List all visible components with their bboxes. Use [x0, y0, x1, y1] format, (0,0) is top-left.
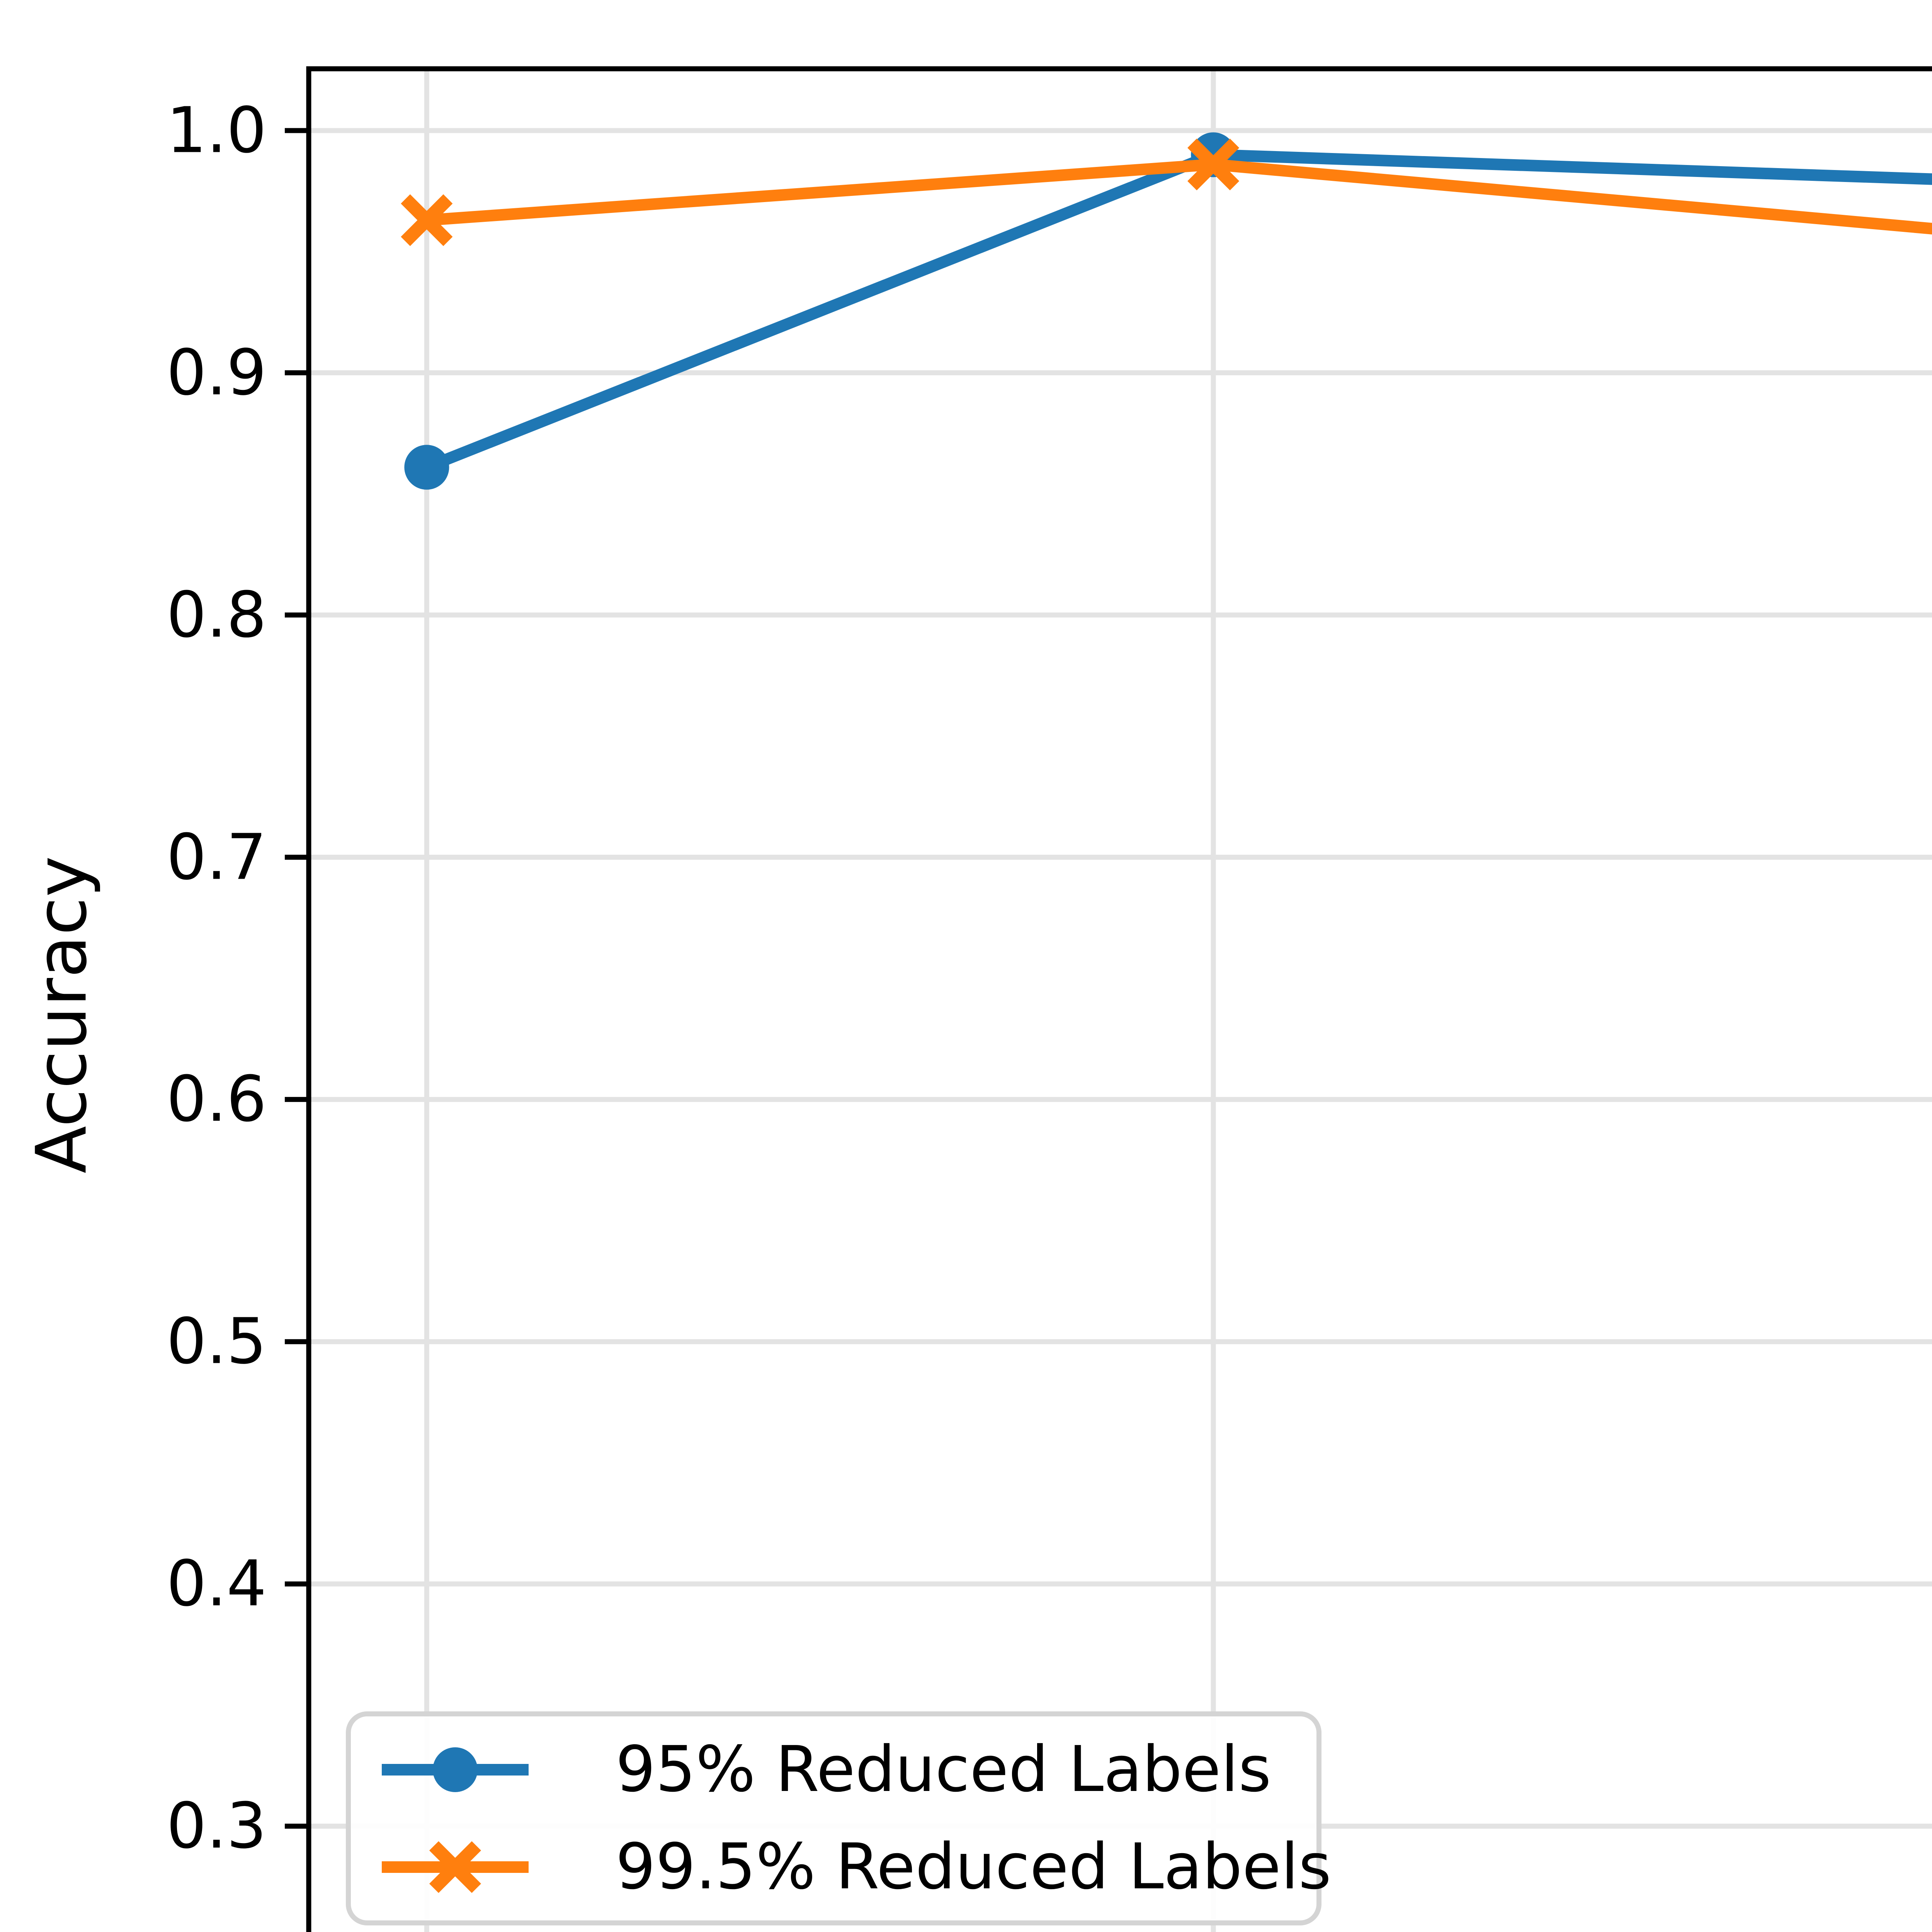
legend: 95% Reduced Labels 99.5% Reduced Labels: [346, 1711, 1331, 1925]
legend-entry: 99.5% Reduced Labels: [374, 1832, 1331, 1902]
y-tick-label: 0.4: [166, 1547, 267, 1621]
y-tick-label: 0.5: [166, 1305, 267, 1378]
data-point-x: [1187, 138, 1240, 190]
legend-marker-x-icon: [382, 1841, 529, 1893]
series-line: [426, 158, 1932, 235]
legend-marker-circle-icon: [382, 1747, 529, 1792]
y-axis-title: Accuracy: [21, 856, 102, 1173]
legend-x-marker: [429, 1841, 481, 1893]
y-tick-label: 0.7: [166, 821, 267, 894]
plot-frame: [306, 66, 1932, 1932]
y-tick-label: 1.0: [166, 94, 267, 167]
y-tick-label: 0.6: [166, 1063, 267, 1136]
series-95-reduced-labels: [404, 132, 1932, 490]
y-tick-label: 0.8: [166, 578, 267, 652]
series-99-5-reduced-labels: [401, 138, 1932, 246]
y-tick-label: 0.3: [166, 1789, 267, 1863]
legend-circle-marker: [433, 1747, 478, 1792]
y-tick-label: 0.9: [166, 336, 267, 410]
data-point-circle: [404, 445, 449, 490]
data-point-x: [401, 194, 453, 246]
legend-label: 99.5% Reduced Labels: [616, 1830, 1332, 1904]
legend-entry: 95% Reduced Labels: [374, 1735, 1293, 1804]
series-line: [424, 149, 1932, 473]
legend-label: 95% Reduced Labels: [616, 1733, 1271, 1806]
